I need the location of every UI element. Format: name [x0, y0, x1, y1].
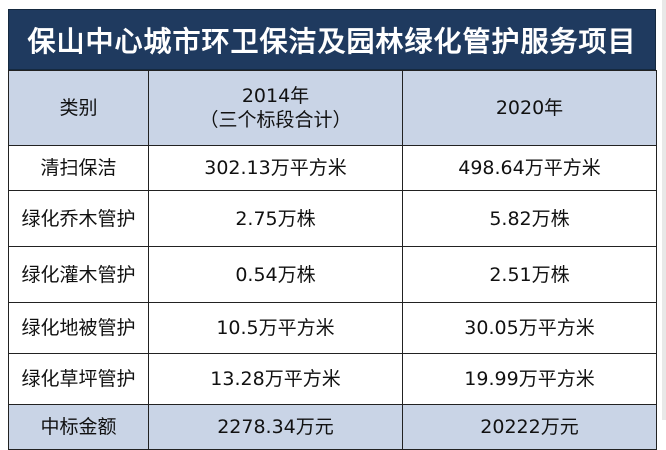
row-2014-value: 302.13万平方米 — [148, 145, 403, 191]
row-2014-value: 2.75万株 — [148, 190, 403, 247]
row-2020-value: 498.64万平方米 — [402, 145, 657, 191]
row-2020-value: 30.05万平方米 — [402, 302, 657, 354]
header-2014-year: 2014年 — [241, 85, 310, 107]
row-category: 绿化乔木管护 — [8, 190, 149, 247]
table-row: 清扫保洁 302.13万平方米 498.64万平方米 — [8, 145, 657, 191]
table-row: 绿化草坪管护 13.28万平方米 19.99万平方米 — [8, 353, 657, 405]
sheet: 保山中心城市环卫保洁及园林绿化管护服务项目 类别 2014年 （三个标段合计） … — [8, 0, 666, 450]
row-2020-value: 19.99万平方米 — [402, 353, 657, 405]
table-row: 绿化乔木管护 2.75万株 5.82万株 — [8, 190, 657, 247]
footer-2014-value: 2278.34万元 — [148, 404, 403, 450]
table-row: 绿化地被管护 10.5万平方米 30.05万平方米 — [8, 302, 657, 354]
row-2014-value: 13.28万平方米 — [148, 353, 403, 405]
row-category: 清扫保洁 — [8, 145, 149, 191]
header-2014: 2014年 （三个标段合计） — [148, 70, 403, 146]
table-title: 保山中心城市环卫保洁及园林绿化管护服务项目 — [8, 9, 656, 70]
row-2014-value: 0.54万株 — [148, 246, 403, 303]
header-2020: 2020年 — [402, 70, 657, 146]
data-table: 类别 2014年 （三个标段合计） 2020年 清扫保洁 302.13万平方米 … — [8, 70, 657, 450]
row-category: 绿化灌木管护 — [8, 246, 149, 303]
sheet-edge — [662, 0, 666, 420]
footer-row: 中标金额 2278.34万元 20222万元 — [8, 404, 657, 450]
row-2020-value: 5.82万株 — [402, 190, 657, 247]
header-category: 类别 — [8, 70, 149, 146]
table-row: 绿化灌木管护 0.54万株 2.51万株 — [8, 246, 657, 303]
row-category: 绿化草坪管护 — [8, 353, 149, 405]
header-row: 类别 2014年 （三个标段合计） 2020年 — [8, 70, 657, 146]
row-2014-value: 10.5万平方米 — [148, 302, 403, 354]
header-2014-note: （三个标段合计） — [199, 109, 352, 131]
row-2020-value: 2.51万株 — [402, 246, 657, 303]
footer-2020-value: 20222万元 — [402, 404, 657, 450]
row-category: 绿化地被管护 — [8, 302, 149, 354]
footer-category: 中标金额 — [8, 404, 149, 450]
